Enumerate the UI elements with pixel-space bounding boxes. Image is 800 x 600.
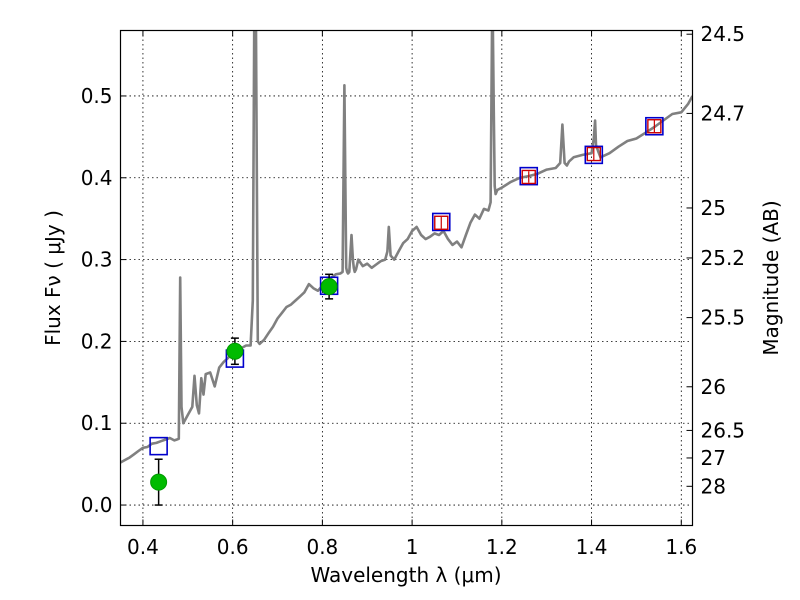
magnitude-tick-label: 25.5 [701, 306, 746, 330]
sed-spectrum-line [120, 30, 693, 464]
x-tick-label: 1.6 [665, 535, 697, 559]
magnitude-tick-label: 28 [701, 474, 726, 498]
plot-data [120, 30, 693, 506]
observed-ir-point-1 [521, 169, 536, 185]
magnitude-tick-label: 26 [701, 375, 726, 399]
axis-ticks: 0.4 0.6 0.8 1 1.2 1.4 1.6 0.0 0.1 0.2 0.3 0.4 0.5 24.… [81, 22, 745, 559]
magnitude-tick-label: 27 [701, 446, 726, 470]
x-tick-label: 0.4 [127, 535, 159, 559]
y-tick-label: 0.4 [81, 166, 113, 190]
y-tick-label: 0.1 [81, 411, 113, 435]
y-tick-label: 0.3 [81, 248, 113, 272]
x-axis-title: Wavelength λ (μm) [310, 563, 501, 587]
magnitude-tick-label: 26.5 [701, 418, 746, 442]
model-point-4 [519, 166, 539, 186]
observed-ir-point-3 [647, 119, 662, 134]
magnitude-tick-label: 24.5 [701, 22, 746, 46]
optical-point-0 [150, 473, 168, 491]
model-point-6 [645, 116, 664, 136]
plot-frame [119, 29, 694, 527]
magnitude-axis-title: Magnitude (AB) [759, 200, 783, 355]
optical-point-2 [320, 278, 338, 296]
magnitude-tick-label: 24.7 [701, 101, 746, 125]
x-tick-label: 0.6 [217, 535, 249, 559]
x-tick-label: 1 [406, 535, 419, 559]
x-tick-label: 1.2 [486, 535, 518, 559]
magnitude-tick-label: 25.2 [701, 246, 746, 270]
y-tick-label: 0.2 [81, 329, 113, 353]
plot-area [120, 30, 693, 506]
x-tick-label: 1.4 [576, 535, 608, 559]
grid [120, 30, 693, 526]
optical-point-1 [226, 342, 244, 360]
model-point-0 [149, 436, 168, 456]
y-tick-label: 0.5 [81, 84, 113, 108]
observed-ir-point-0 [434, 215, 449, 230]
x-tick-label: 0.8 [306, 535, 338, 559]
model-point-3 [431, 212, 451, 232]
magnitude-tick-label: 25 [701, 196, 726, 220]
y-axis-title: Flux Fν ( μJy ) [41, 210, 65, 346]
y-tick-label: 0.0 [81, 493, 113, 517]
observed-ir-point-2 [586, 146, 602, 162]
model-point-5 [584, 145, 604, 165]
